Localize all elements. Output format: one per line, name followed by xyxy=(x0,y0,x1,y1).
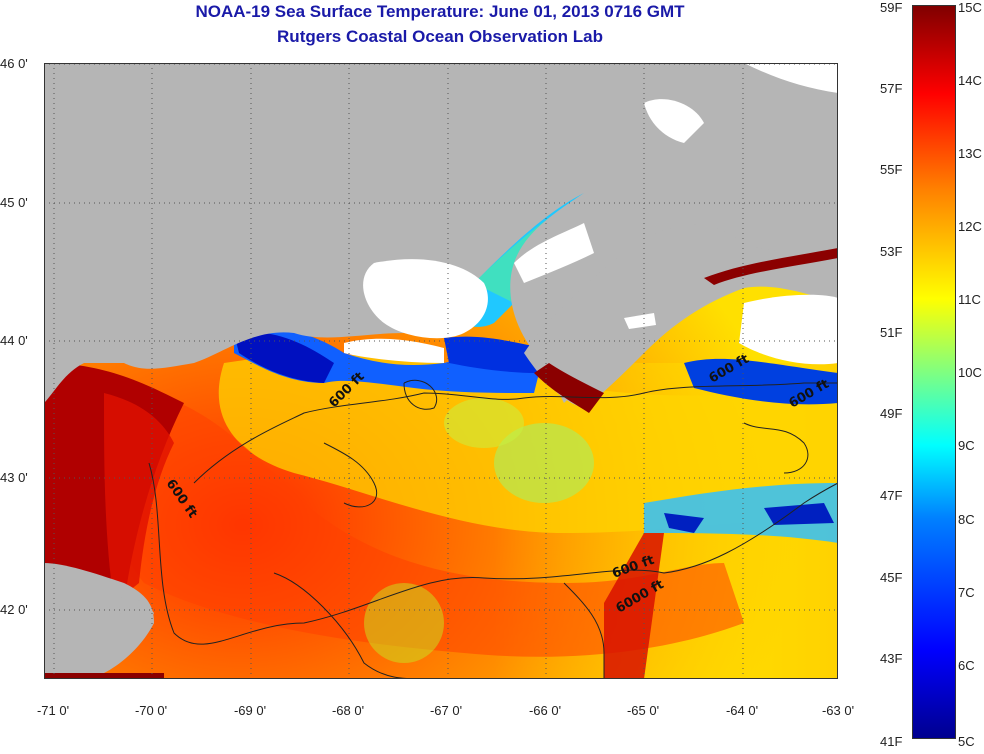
cbar-f-label: 57F xyxy=(880,81,903,96)
lat-tick-45: 45 0' xyxy=(0,195,28,210)
map-subtitle: Rutgers Coastal Ocean Observation Lab xyxy=(277,27,603,46)
lat-tick-44: 44 0' xyxy=(0,333,28,348)
lon-tick-66: -66 0' xyxy=(528,703,562,718)
cbar-c-label: 9C xyxy=(958,438,975,453)
cbar-f-label: 53F xyxy=(880,244,903,259)
lat-tick-43: 43 0' xyxy=(0,470,28,485)
lon-tick-71: -71 0' xyxy=(36,703,70,718)
cbar-f-label: 49F xyxy=(880,406,903,421)
lat-tick-42: 42 0' xyxy=(0,602,28,617)
cbar-f-label: 45F xyxy=(880,570,903,585)
land-cape-cod xyxy=(44,563,154,679)
cbar-f-label: 47F xyxy=(880,488,903,503)
depth-contours xyxy=(148,379,838,679)
cbar-c-label: 8C xyxy=(958,512,975,527)
cbar-c-label: 14C xyxy=(958,73,982,88)
lon-tick-64: -64 0' xyxy=(725,703,759,718)
lon-tick-68: -68 0' xyxy=(331,703,365,718)
cbar-f-label: 41F xyxy=(880,734,903,749)
sst-map: 600 ft 600 ft 600 ft 6000 ft 600 ft 600 … xyxy=(44,63,838,679)
cbar-c-label: 10C xyxy=(958,365,982,380)
lon-tick-67: -67 0' xyxy=(429,703,463,718)
cloud-patch xyxy=(363,259,488,339)
lon-tick-69: -69 0' xyxy=(233,703,267,718)
cbar-c-label: 11C xyxy=(958,292,981,307)
cbar-f-label: 51F xyxy=(880,325,903,340)
color-scale-bar xyxy=(912,5,956,739)
cbar-c-label: 13C xyxy=(958,146,982,161)
lon-tick-63: -63 0' xyxy=(821,703,855,718)
cbar-c-label: 6C xyxy=(958,658,975,673)
cbar-c-label: 15C xyxy=(958,0,982,15)
cbar-f-label: 43F xyxy=(880,651,903,666)
lon-tick-65: -65 0' xyxy=(626,703,660,718)
lon-tick-70: -70 0' xyxy=(134,703,168,718)
map-title: NOAA-19 Sea Surface Temperature: June 01… xyxy=(195,2,685,21)
lat-tick-46: 46 0' xyxy=(0,56,28,71)
cbar-c-label: 5C xyxy=(958,734,975,749)
cbar-f-label: 59F xyxy=(880,0,903,15)
cbar-c-label: 7C xyxy=(958,585,975,600)
cbar-c-label: 12C xyxy=(958,219,982,234)
cbar-f-label: 55F xyxy=(880,162,903,177)
